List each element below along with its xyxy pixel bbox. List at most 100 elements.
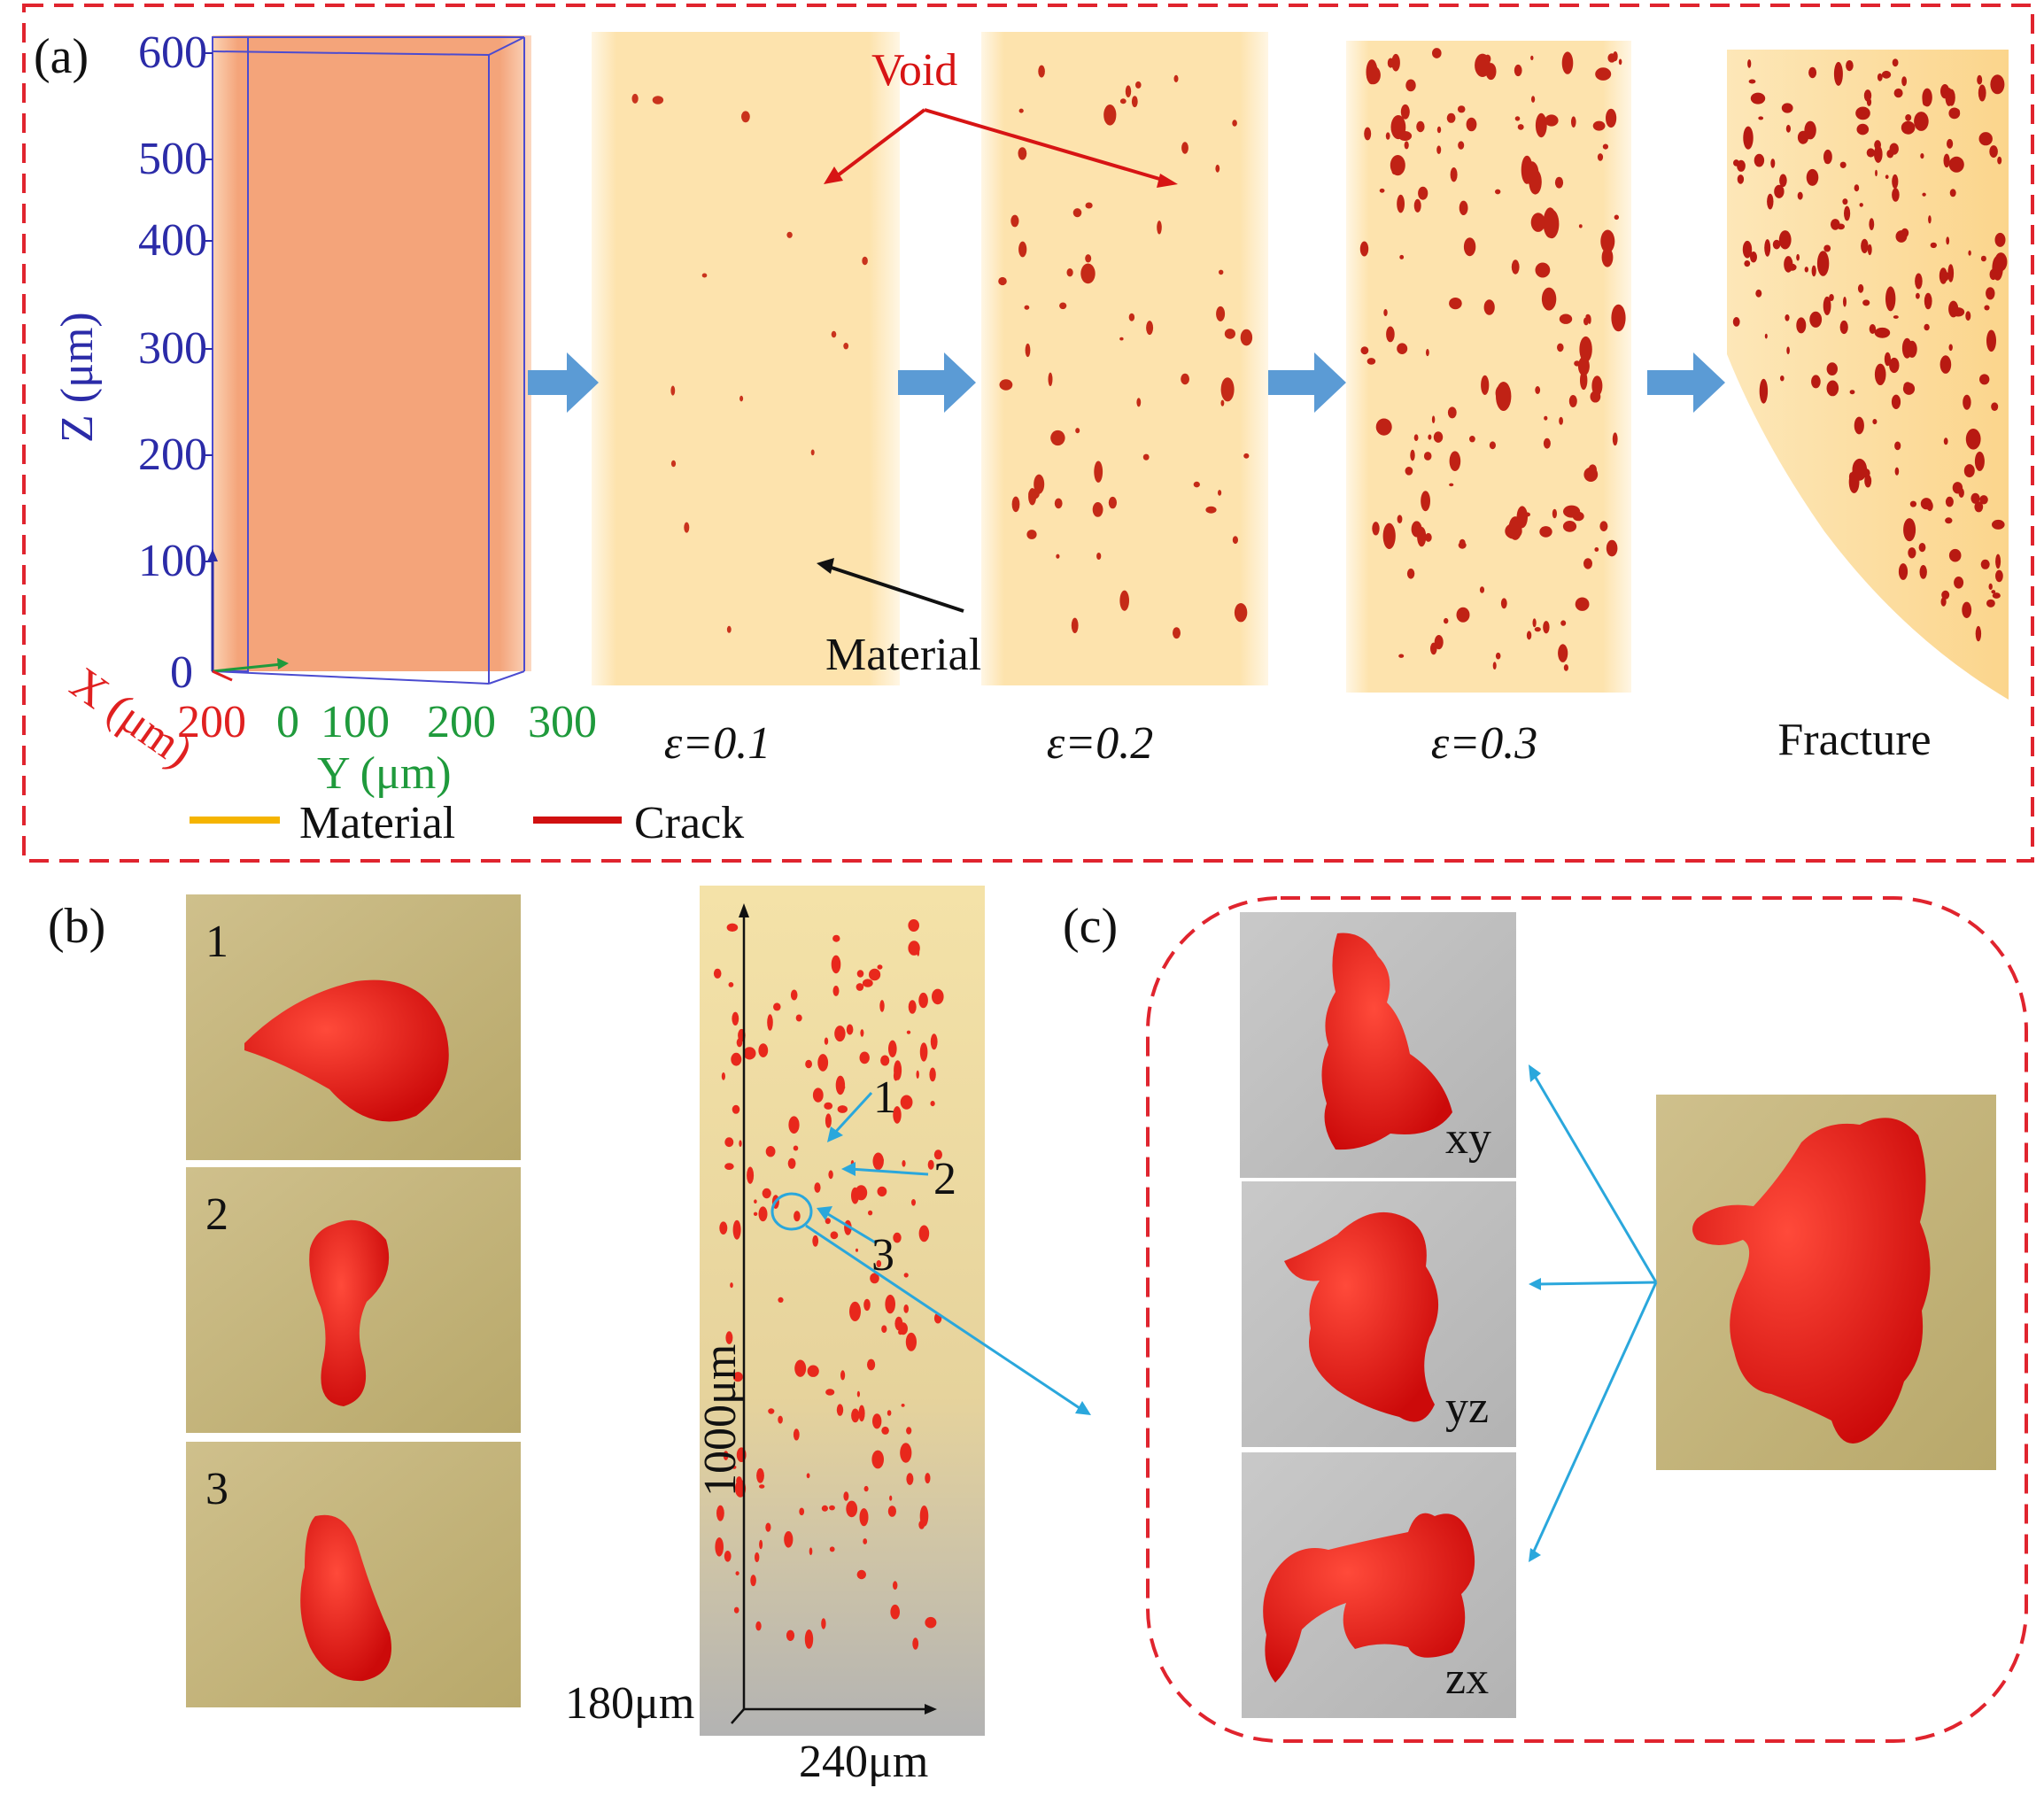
- void-speck: [732, 1465, 737, 1469]
- void-speck: [1939, 267, 1947, 284]
- void-speck: [739, 395, 744, 402]
- void-speck: [1907, 340, 1917, 358]
- void-speck: [1737, 174, 1745, 184]
- panel-a: (a) 600 500: [22, 4, 2034, 863]
- void-speck: [723, 1451, 729, 1460]
- y-tick: 0: [276, 697, 299, 747]
- void-speck: [859, 1508, 869, 1527]
- void-speck: [1599, 521, 1608, 531]
- void-speck: [1786, 346, 1790, 355]
- void-speck: [1423, 452, 1432, 461]
- void-speck: [1431, 415, 1436, 424]
- void-speck: [1181, 373, 1189, 385]
- void-speck: [1224, 329, 1235, 339]
- void-speck: [810, 1366, 816, 1375]
- void-speck: [1909, 500, 1916, 507]
- void-speck: [1922, 192, 1926, 197]
- void-speck: [824, 1102, 833, 1110]
- void-speck: [1892, 174, 1899, 190]
- void-speck: [1614, 214, 1620, 221]
- void-speck: [887, 1506, 897, 1517]
- void-speck: [1426, 349, 1429, 357]
- void-speck: [821, 1505, 829, 1512]
- void-speck: [1436, 145, 1442, 154]
- void-speck: [1574, 360, 1581, 367]
- void-speck: [1872, 419, 1878, 425]
- void-speck: [1949, 189, 1956, 197]
- void-speck: [1496, 382, 1512, 411]
- z-tick: 400: [138, 215, 207, 266]
- void-speck: [902, 1160, 906, 1167]
- void-speck: [784, 1531, 794, 1548]
- void-speck: [1764, 239, 1771, 257]
- void-speck: [1940, 597, 1947, 607]
- void-speck: [758, 1043, 769, 1057]
- void-speck: [1372, 522, 1380, 536]
- void-speck: [1811, 265, 1816, 277]
- void-speck: [1594, 547, 1599, 552]
- void-speck: [728, 982, 734, 987]
- void-speck: [1543, 437, 1551, 449]
- void-speck: [1552, 508, 1557, 519]
- void-speck: [1595, 67, 1612, 81]
- void-speck: [1583, 317, 1589, 326]
- void-speck: [876, 1260, 882, 1267]
- void-speck: [1748, 79, 1756, 84]
- void-speck: [1018, 108, 1024, 113]
- void-speck: [736, 1038, 743, 1048]
- void-speck: [1978, 84, 1986, 102]
- fractured-volume: [1727, 50, 2009, 700]
- void-speck: [1220, 399, 1225, 406]
- void-speck: [905, 1332, 917, 1351]
- material-annotation: Material: [825, 630, 981, 680]
- void-speck: [918, 992, 928, 1009]
- void-speck: [1526, 631, 1532, 640]
- void-speck: [725, 1331, 733, 1344]
- void-speck: [1028, 488, 1040, 499]
- void-speck: [1963, 464, 1975, 478]
- callout-pointers: [770, 1091, 1083, 1412]
- void-speck: [1796, 253, 1800, 261]
- z-tick: 100: [138, 536, 207, 586]
- void-speck: [1418, 186, 1428, 200]
- void-speck: [901, 1404, 905, 1407]
- void-speck: [1754, 153, 1765, 167]
- x-axis-arrow: [212, 670, 233, 682]
- void-speck: [1545, 114, 1559, 127]
- void-cluster: [631, 93, 868, 633]
- void-speck: [1965, 429, 1981, 450]
- void-speck: [918, 1520, 925, 1529]
- void-speck: [930, 1101, 935, 1107]
- void-pointers: [836, 108, 1166, 182]
- void-speck: [925, 1473, 931, 1484]
- void-speck: [1592, 120, 1606, 131]
- void-speck: [1948, 156, 1964, 173]
- void-speck: [1511, 259, 1520, 275]
- void-speck: [1750, 252, 1757, 263]
- z-axis-title: Z (μm): [52, 312, 103, 443]
- void-speck: [1743, 126, 1754, 150]
- height-dimension: 1000μm: [695, 1344, 746, 1497]
- panel-c-frame: [1146, 896, 2028, 1743]
- void-speck: [1410, 449, 1415, 461]
- void-speck: [1517, 124, 1524, 130]
- void-speck: [759, 1484, 765, 1489]
- initial-specimen: 600 500 400 300 200 100 0 Z (μm) 0 100: [52, 27, 597, 799]
- void-speck: [1539, 526, 1552, 538]
- void-cluster: [1359, 48, 1626, 671]
- void-speck: [829, 1505, 835, 1511]
- void-speck: [1767, 193, 1774, 210]
- void-speck: [1554, 176, 1564, 189]
- void-speck: [1220, 377, 1235, 402]
- void-speck: [1400, 104, 1410, 120]
- void-speck: [726, 625, 732, 633]
- void-speck: [1360, 346, 1369, 355]
- void-speck: [1535, 112, 1547, 138]
- void-speck: [998, 276, 1007, 286]
- void-speck: [1059, 302, 1067, 310]
- void-speck: [876, 1459, 881, 1464]
- void-speck: [1945, 88, 1953, 106]
- thumbnail-label: 2: [205, 1189, 228, 1240]
- void-speck: [1994, 232, 2006, 247]
- void-speck: [1563, 664, 1568, 671]
